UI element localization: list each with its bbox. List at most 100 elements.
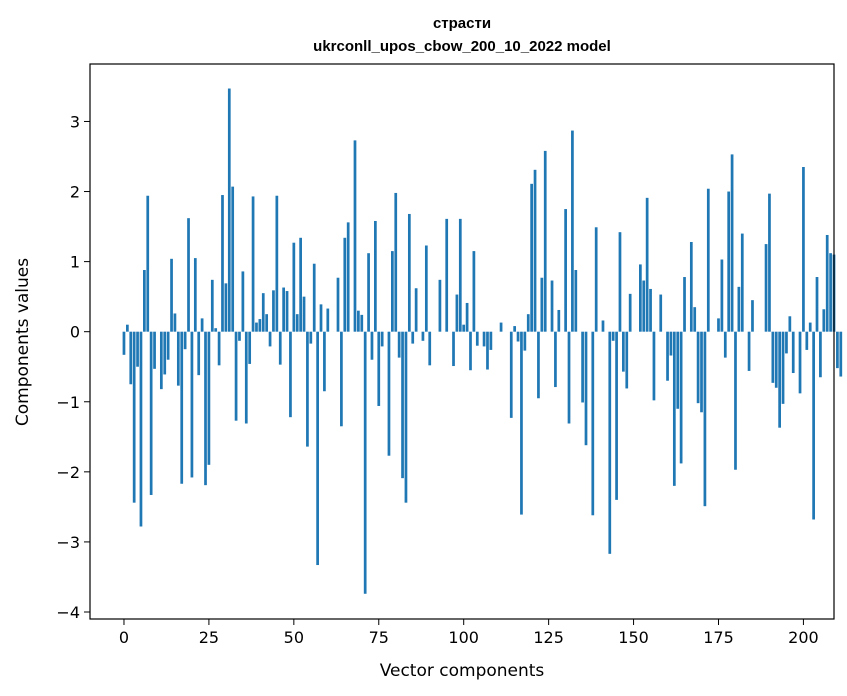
bar-85 <box>411 331 415 344</box>
bar-115 <box>513 326 517 332</box>
bar-20 <box>190 331 194 478</box>
bar-42 <box>265 314 269 332</box>
y-tick-label: 0 <box>70 323 80 342</box>
bar-158 <box>659 294 663 332</box>
bar-83 <box>404 331 408 503</box>
bar-154 <box>645 197 649 332</box>
bar-89 <box>424 245 428 332</box>
bar-56 <box>312 263 316 332</box>
bar-70 <box>360 314 364 332</box>
bar-114 <box>509 331 513 418</box>
bar-189 <box>764 244 768 332</box>
bar-17 <box>180 331 184 484</box>
bar-34 <box>238 331 241 341</box>
bar-111 <box>499 322 503 332</box>
bar-27 <box>214 328 218 332</box>
bar-101 <box>465 302 469 332</box>
bar-195 <box>785 331 788 354</box>
bar-28 <box>217 331 221 366</box>
bar-84 <box>407 213 411 332</box>
bar-145 <box>615 331 618 500</box>
bar-21 <box>193 258 197 332</box>
bar-116 <box>516 331 520 342</box>
bar-126 <box>550 280 554 332</box>
bar-102 <box>469 331 472 371</box>
bar-69 <box>357 310 360 332</box>
bar-48 <box>285 291 289 332</box>
bar-98 <box>455 294 459 332</box>
bar-38 <box>251 196 255 332</box>
bar-122 <box>537 331 540 399</box>
bar-155 <box>649 288 652 332</box>
bar-135 <box>581 331 584 403</box>
bar-37 <box>248 331 252 364</box>
bar-106 <box>482 331 486 347</box>
bar-58 <box>319 304 323 332</box>
bar-123 <box>540 277 544 332</box>
bar-78 <box>387 331 391 456</box>
bar-73 <box>370 331 374 360</box>
bar-4 <box>136 331 139 367</box>
bar-128 <box>557 309 561 332</box>
bar-179 <box>730 154 734 332</box>
bar-52 <box>299 237 302 332</box>
bar-6 <box>143 270 146 332</box>
bar-127 <box>554 331 557 388</box>
bar-153 <box>642 280 646 332</box>
bar-148 <box>625 331 629 389</box>
bar-60 <box>326 308 330 332</box>
bar-97 <box>452 331 455 367</box>
bar-22 <box>197 331 201 376</box>
bar-82 <box>401 331 404 479</box>
bar-81 <box>397 331 401 358</box>
bar-80 <box>394 192 398 332</box>
bar-152 <box>639 264 642 332</box>
y-tick-label: 2 <box>70 183 80 202</box>
x-tick-label: 0 <box>119 628 129 647</box>
bar-131 <box>567 331 571 424</box>
x-tick-label: 125 <box>533 628 564 647</box>
bar-194 <box>781 331 785 404</box>
bar-11 <box>159 331 163 390</box>
bar-207 <box>825 234 829 332</box>
bar-0 <box>122 331 126 355</box>
x-tick-label: 150 <box>618 628 649 647</box>
chart-subtitle: ukrconll_upos_cbow_200_10_2022 model <box>313 38 611 55</box>
bar-23 <box>200 318 204 332</box>
bar-5 <box>139 331 143 527</box>
x-tick-label: 25 <box>199 628 219 647</box>
chart-title: страсти <box>433 15 491 32</box>
bar-1 <box>126 324 129 332</box>
bar-88 <box>421 331 425 341</box>
bar-211 <box>839 331 843 377</box>
bar-147 <box>622 331 625 372</box>
bar-2 <box>129 331 133 385</box>
bar-133 <box>574 270 578 332</box>
bar-192 <box>774 331 778 388</box>
bar-190 <box>768 193 771 332</box>
bar-181 <box>737 286 741 332</box>
bar-35 <box>241 271 245 332</box>
y-tick-label: 3 <box>70 112 80 131</box>
bar-170 <box>700 331 703 413</box>
bar-205 <box>819 331 822 378</box>
bar-54 <box>306 331 309 447</box>
bar-25 <box>207 331 211 465</box>
bar-172 <box>706 188 710 332</box>
bar-86 <box>414 288 418 332</box>
bar-206 <box>822 309 826 332</box>
bar-49 <box>289 331 292 418</box>
bar-117 <box>520 331 523 515</box>
bar-46 <box>278 331 282 365</box>
bar-180 <box>734 331 737 470</box>
bar-161 <box>669 331 673 356</box>
bar-30 <box>224 283 228 332</box>
bar-19 <box>187 218 190 332</box>
bar-163 <box>676 331 680 409</box>
bar-208 <box>829 253 832 332</box>
bar-64 <box>340 331 343 427</box>
bar-47 <box>282 287 285 332</box>
bar-79 <box>391 251 394 332</box>
bar-57 <box>316 331 319 566</box>
bar-65 <box>343 237 347 332</box>
